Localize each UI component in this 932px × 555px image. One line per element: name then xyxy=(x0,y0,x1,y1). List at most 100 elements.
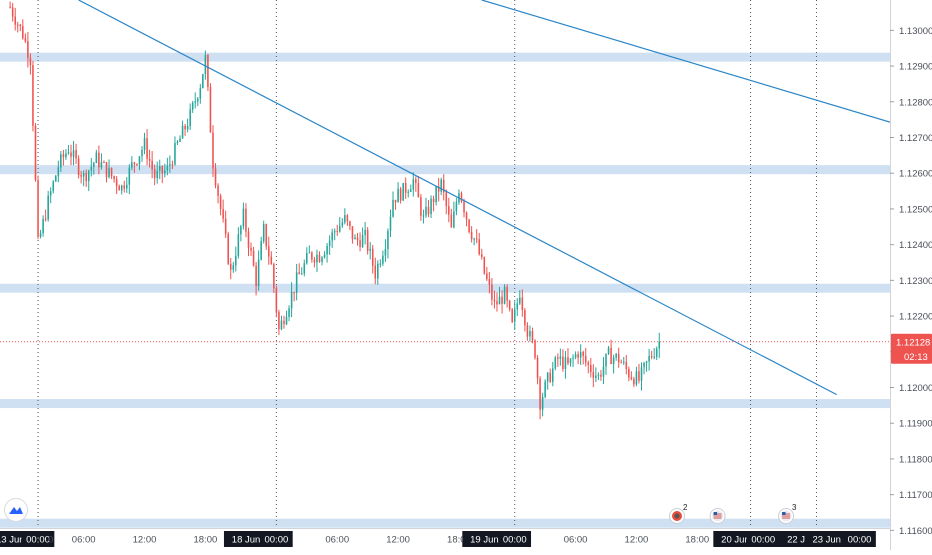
candle-body xyxy=(455,202,458,212)
candle-body xyxy=(333,230,336,233)
time-axis[interactable]: 13 Jun '2000:000 06:00 12:00 18:00 18 Jun '2… xyxy=(0,528,890,550)
sr-zone xyxy=(0,165,890,175)
candle-body xyxy=(75,150,77,159)
candle xyxy=(493,290,496,309)
candle-body xyxy=(344,215,346,223)
candle-body xyxy=(72,150,75,157)
candle xyxy=(262,220,265,244)
candle xyxy=(551,361,554,387)
candle-body xyxy=(361,235,364,248)
candle xyxy=(488,271,491,294)
candle xyxy=(209,83,212,133)
candle-body xyxy=(222,209,224,219)
candle-body xyxy=(209,87,212,133)
time-label-bg xyxy=(746,531,780,547)
candle xyxy=(513,301,516,330)
candle-body xyxy=(283,320,285,325)
candle-body xyxy=(579,352,582,358)
candle xyxy=(131,156,133,171)
candle-body xyxy=(262,224,265,242)
price-axis[interactable]: 1.13000 1.12900 1.12800 1.12700 1.12600 1.125… xyxy=(890,0,932,550)
candle-body xyxy=(186,126,189,130)
event-clock-icon[interactable]: 2 xyxy=(669,503,689,524)
candle xyxy=(592,364,595,388)
candle-body xyxy=(521,297,524,311)
candle xyxy=(536,355,539,385)
candle xyxy=(374,257,377,285)
candle-body xyxy=(382,255,384,264)
candle xyxy=(567,348,569,366)
candle xyxy=(267,236,270,265)
candle xyxy=(539,376,541,420)
candle-body xyxy=(166,165,169,171)
candle xyxy=(123,180,126,193)
candle xyxy=(316,249,318,272)
candle xyxy=(617,347,620,368)
candle-body xyxy=(98,152,100,168)
candle xyxy=(622,356,625,366)
price-tick-label: 1.12300 xyxy=(899,276,932,287)
candle-body xyxy=(103,162,105,164)
tradingview-logo[interactable] xyxy=(4,498,28,522)
candle xyxy=(47,190,49,222)
event-flag-icon[interactable] xyxy=(709,508,726,524)
candle-body xyxy=(392,199,394,217)
candle xyxy=(67,145,70,155)
candle-body xyxy=(136,164,138,166)
candle xyxy=(141,146,143,162)
candle xyxy=(346,214,349,226)
candle xyxy=(98,145,100,175)
candle-body xyxy=(316,254,318,263)
candle xyxy=(356,233,359,246)
candle-body xyxy=(288,308,290,317)
price-tick-label: 1.11800 xyxy=(899,454,932,465)
candle-body xyxy=(508,300,511,310)
candle xyxy=(519,290,521,306)
candle-body xyxy=(321,257,323,262)
candle xyxy=(179,135,181,143)
candle-body xyxy=(250,247,252,251)
candle-body xyxy=(161,166,164,174)
candle xyxy=(331,228,333,248)
candles xyxy=(9,1,661,420)
candle-body xyxy=(377,263,379,279)
candle-body xyxy=(255,265,257,287)
candle xyxy=(14,7,16,31)
candle-body xyxy=(374,265,377,279)
candle-body xyxy=(610,347,612,365)
candle-body xyxy=(280,320,283,330)
candle-body xyxy=(214,168,217,186)
candle-body xyxy=(90,166,93,171)
candle xyxy=(577,351,579,364)
candle-body xyxy=(95,152,98,163)
candle-body xyxy=(625,361,628,369)
candle-body xyxy=(257,259,260,287)
trendlines[interactable] xyxy=(78,0,891,396)
event-flag-icon[interactable]: 3 xyxy=(778,503,798,524)
candle xyxy=(338,216,341,233)
candle xyxy=(174,136,176,166)
candle xyxy=(534,339,536,360)
candle-body xyxy=(356,237,359,241)
candle xyxy=(531,327,534,344)
candle xyxy=(341,218,344,228)
candle xyxy=(280,315,283,331)
candle-body xyxy=(267,246,270,257)
time-label-bg xyxy=(21,531,55,547)
candle xyxy=(214,163,217,189)
candle xyxy=(37,175,39,240)
price-tick-label: 1.11600 xyxy=(899,526,932,537)
trendline[interactable] xyxy=(481,0,891,123)
candle-body xyxy=(486,273,488,280)
candle xyxy=(628,366,630,382)
trendline[interactable] xyxy=(78,0,838,396)
candle-body xyxy=(328,240,331,247)
candle-body xyxy=(306,253,308,264)
candle-body xyxy=(338,225,341,232)
candle xyxy=(503,284,506,305)
candle xyxy=(344,208,346,225)
candle xyxy=(648,348,650,371)
